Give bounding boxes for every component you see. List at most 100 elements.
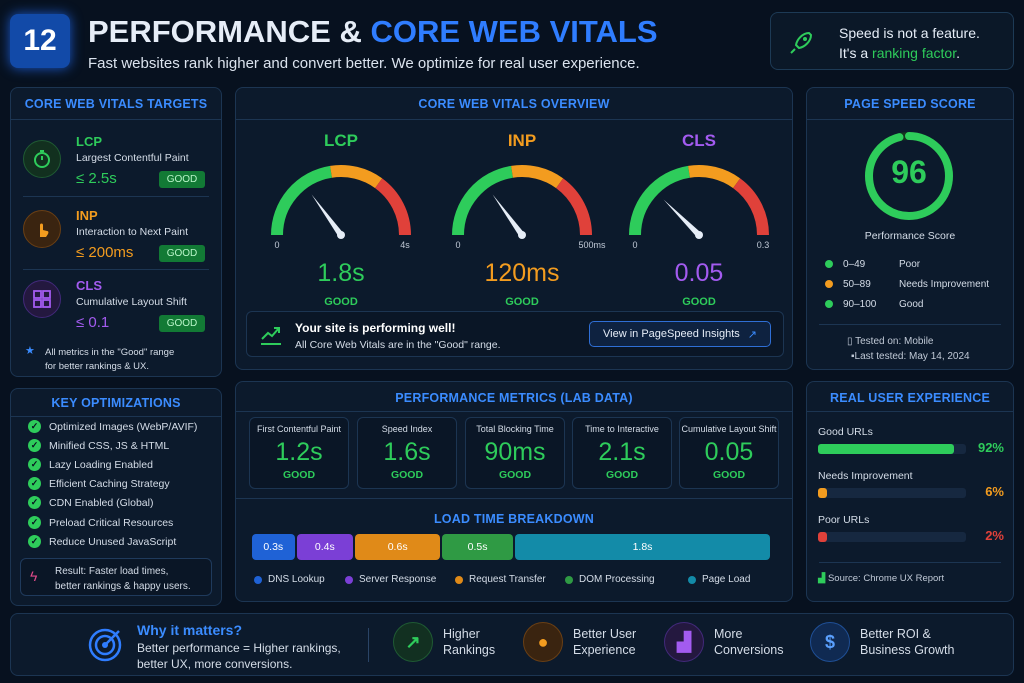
legend-item: DOM Processing [565,574,655,585]
benefit-rankings: ↗ Higher Rankings [393,622,495,662]
last-tested: ▪Last tested: May 14, 2024 [851,351,970,362]
legend-item: DNS Lookup [254,574,325,585]
legend-row: 90–100 Good [825,299,923,310]
divider [236,411,792,412]
gauge-arc [732,178,769,236]
target-abbr: INP [76,208,98,223]
gauge-value: 120ms [484,259,559,287]
legend-label: Poor [899,258,921,270]
gauge-max-label: 500ms [578,240,606,250]
button-label: View in PageSpeed Insights [603,328,740,340]
gauge-arc [374,178,411,236]
metric-value: 1.2s [275,438,323,466]
benefit-line: Rankings [443,643,496,657]
metric-card: Total Blocking Time 90ms GOOD [465,417,565,489]
view-pagespeed-button[interactable]: View in PageSpeed Insights ↗ [589,321,771,347]
gauge-needle [492,194,525,237]
metric-label: Total Blocking Time [476,424,554,434]
gauge-label: CLS [682,131,716,150]
page-title: PERFORMANCE & CORE WEB VITALS [88,14,658,50]
optimization-label: Minified CSS, JS & HTML [49,439,170,452]
target-icon [88,628,122,662]
gauge-hub [337,231,345,239]
optimization-item: ✓ Preload Critical Resources [28,516,173,529]
legend-label: Needs Improvement [899,278,990,290]
target-name: Interaction to Next Paint [76,226,189,238]
gauge-arc [330,165,383,189]
legend-range: 50–89 [843,278,871,290]
gauge-value: 1.8s [317,259,364,287]
gauge-max-label: 0.3 [757,240,770,250]
gauge-label: LCP [324,131,358,150]
legend-range: 0–49 [843,258,866,270]
result-box: ϟ Result: Faster load times, better ranki… [20,558,212,596]
check-icon: ✓ [28,535,41,548]
optimization-item: ✓ Optimized Images (WebP/AVIF) [28,420,197,433]
legend-item: Request Transfer [455,574,546,585]
target-abbr: CLS [76,278,102,293]
metric-card: Speed Index 1.6s GOOD [357,417,457,489]
gauge-arc [511,165,564,189]
trend-up-icon: ↗ [393,622,433,662]
optimization-item: ✓ CDN Enabled (Global) [28,496,153,509]
optimization-label: Efficient Caching Strategy [49,477,170,490]
rux-label: Poor URLs [818,514,870,526]
note-line: All metrics in the "Good" range [45,347,175,358]
benefit-line: Experience [573,643,636,657]
legend-label: DNS Lookup [268,574,325,585]
metric-value: 0.05 [704,438,754,466]
tap-hand-icon [23,210,61,248]
check-icon: ✓ [28,496,41,509]
gauge-label: INP [508,131,536,150]
divider [807,119,1013,120]
benefit-line: Higher [443,626,480,641]
legend-label: Server Response [359,574,437,585]
title-main: PERFORMANCE & [88,14,371,49]
legend-dot [825,260,833,268]
why-title: Why it matters? [137,622,243,638]
rux-pct: 2% [985,528,1004,543]
gauge-hub [695,231,703,239]
tagline-highlight: ranking factor [872,45,957,61]
why-line: better UX, more conversions. [137,657,293,672]
divider [368,628,369,662]
divider [819,324,1001,325]
status-badge: GOOD [159,245,205,262]
tagline-line1: Speed is not a feature. [839,25,980,41]
rux-bar-track [818,532,966,542]
optimization-label: Optimized Images (WebP/AVIF) [49,420,198,433]
gauge-arc [555,178,592,236]
divider [236,119,792,120]
target-value: ≤ 0.1 [76,314,110,331]
score-ring [865,132,953,220]
gauge-arc [688,165,741,189]
bar-chart-icon: ▟ [664,622,704,662]
metric-status: GOOD [282,469,316,481]
benefit-line: More [714,626,743,641]
banner-subtitle: All Core Web Vitals are in the "Good" ra… [295,339,501,351]
overview-title: CORE WEB VITALS OVERVIEW [418,97,610,111]
metric-label: Speed Index [381,424,433,434]
rux-pct: 6% [985,484,1004,499]
metric-label: First Contentful Paint [256,424,342,434]
note-line: for better rankings & UX. [45,361,150,373]
target-value: ≤ 200ms [76,244,134,261]
rux-bar-fill [818,488,827,498]
rux-source: ▟ Source: Chrome UX Report [818,573,944,584]
benefit-user-experience: ● Better User Experience [523,622,636,662]
optimization-label: Lazy Loading Enabled [49,458,153,471]
tagline-line2: It's a ranking factor. [839,45,960,61]
gauge-arc [452,165,514,236]
legend-label: Page Load [702,574,751,585]
metric-value: 1.6s [383,438,431,466]
targets-title: CORE WEB VITALS TARGETS [24,97,208,111]
check-icon: ✓ [28,516,41,529]
divider [23,196,209,197]
section-number-badge: 12 [10,14,70,68]
dollar-icon: $ [810,622,850,662]
gauge-needle [311,194,344,237]
metric-card: First Contentful Paint 1.2s GOOD [249,417,349,489]
breakdown-segment: 0.6s [355,534,441,560]
speed-score-panel: PAGE SPEED SCORE 96 Performance Score 0–… [806,87,1014,370]
gauges-area: LCP 0 4s 1.8s GOOD INP 0 500ms 120ms GOOD CLS 0 0.3 0… [271,131,770,305]
